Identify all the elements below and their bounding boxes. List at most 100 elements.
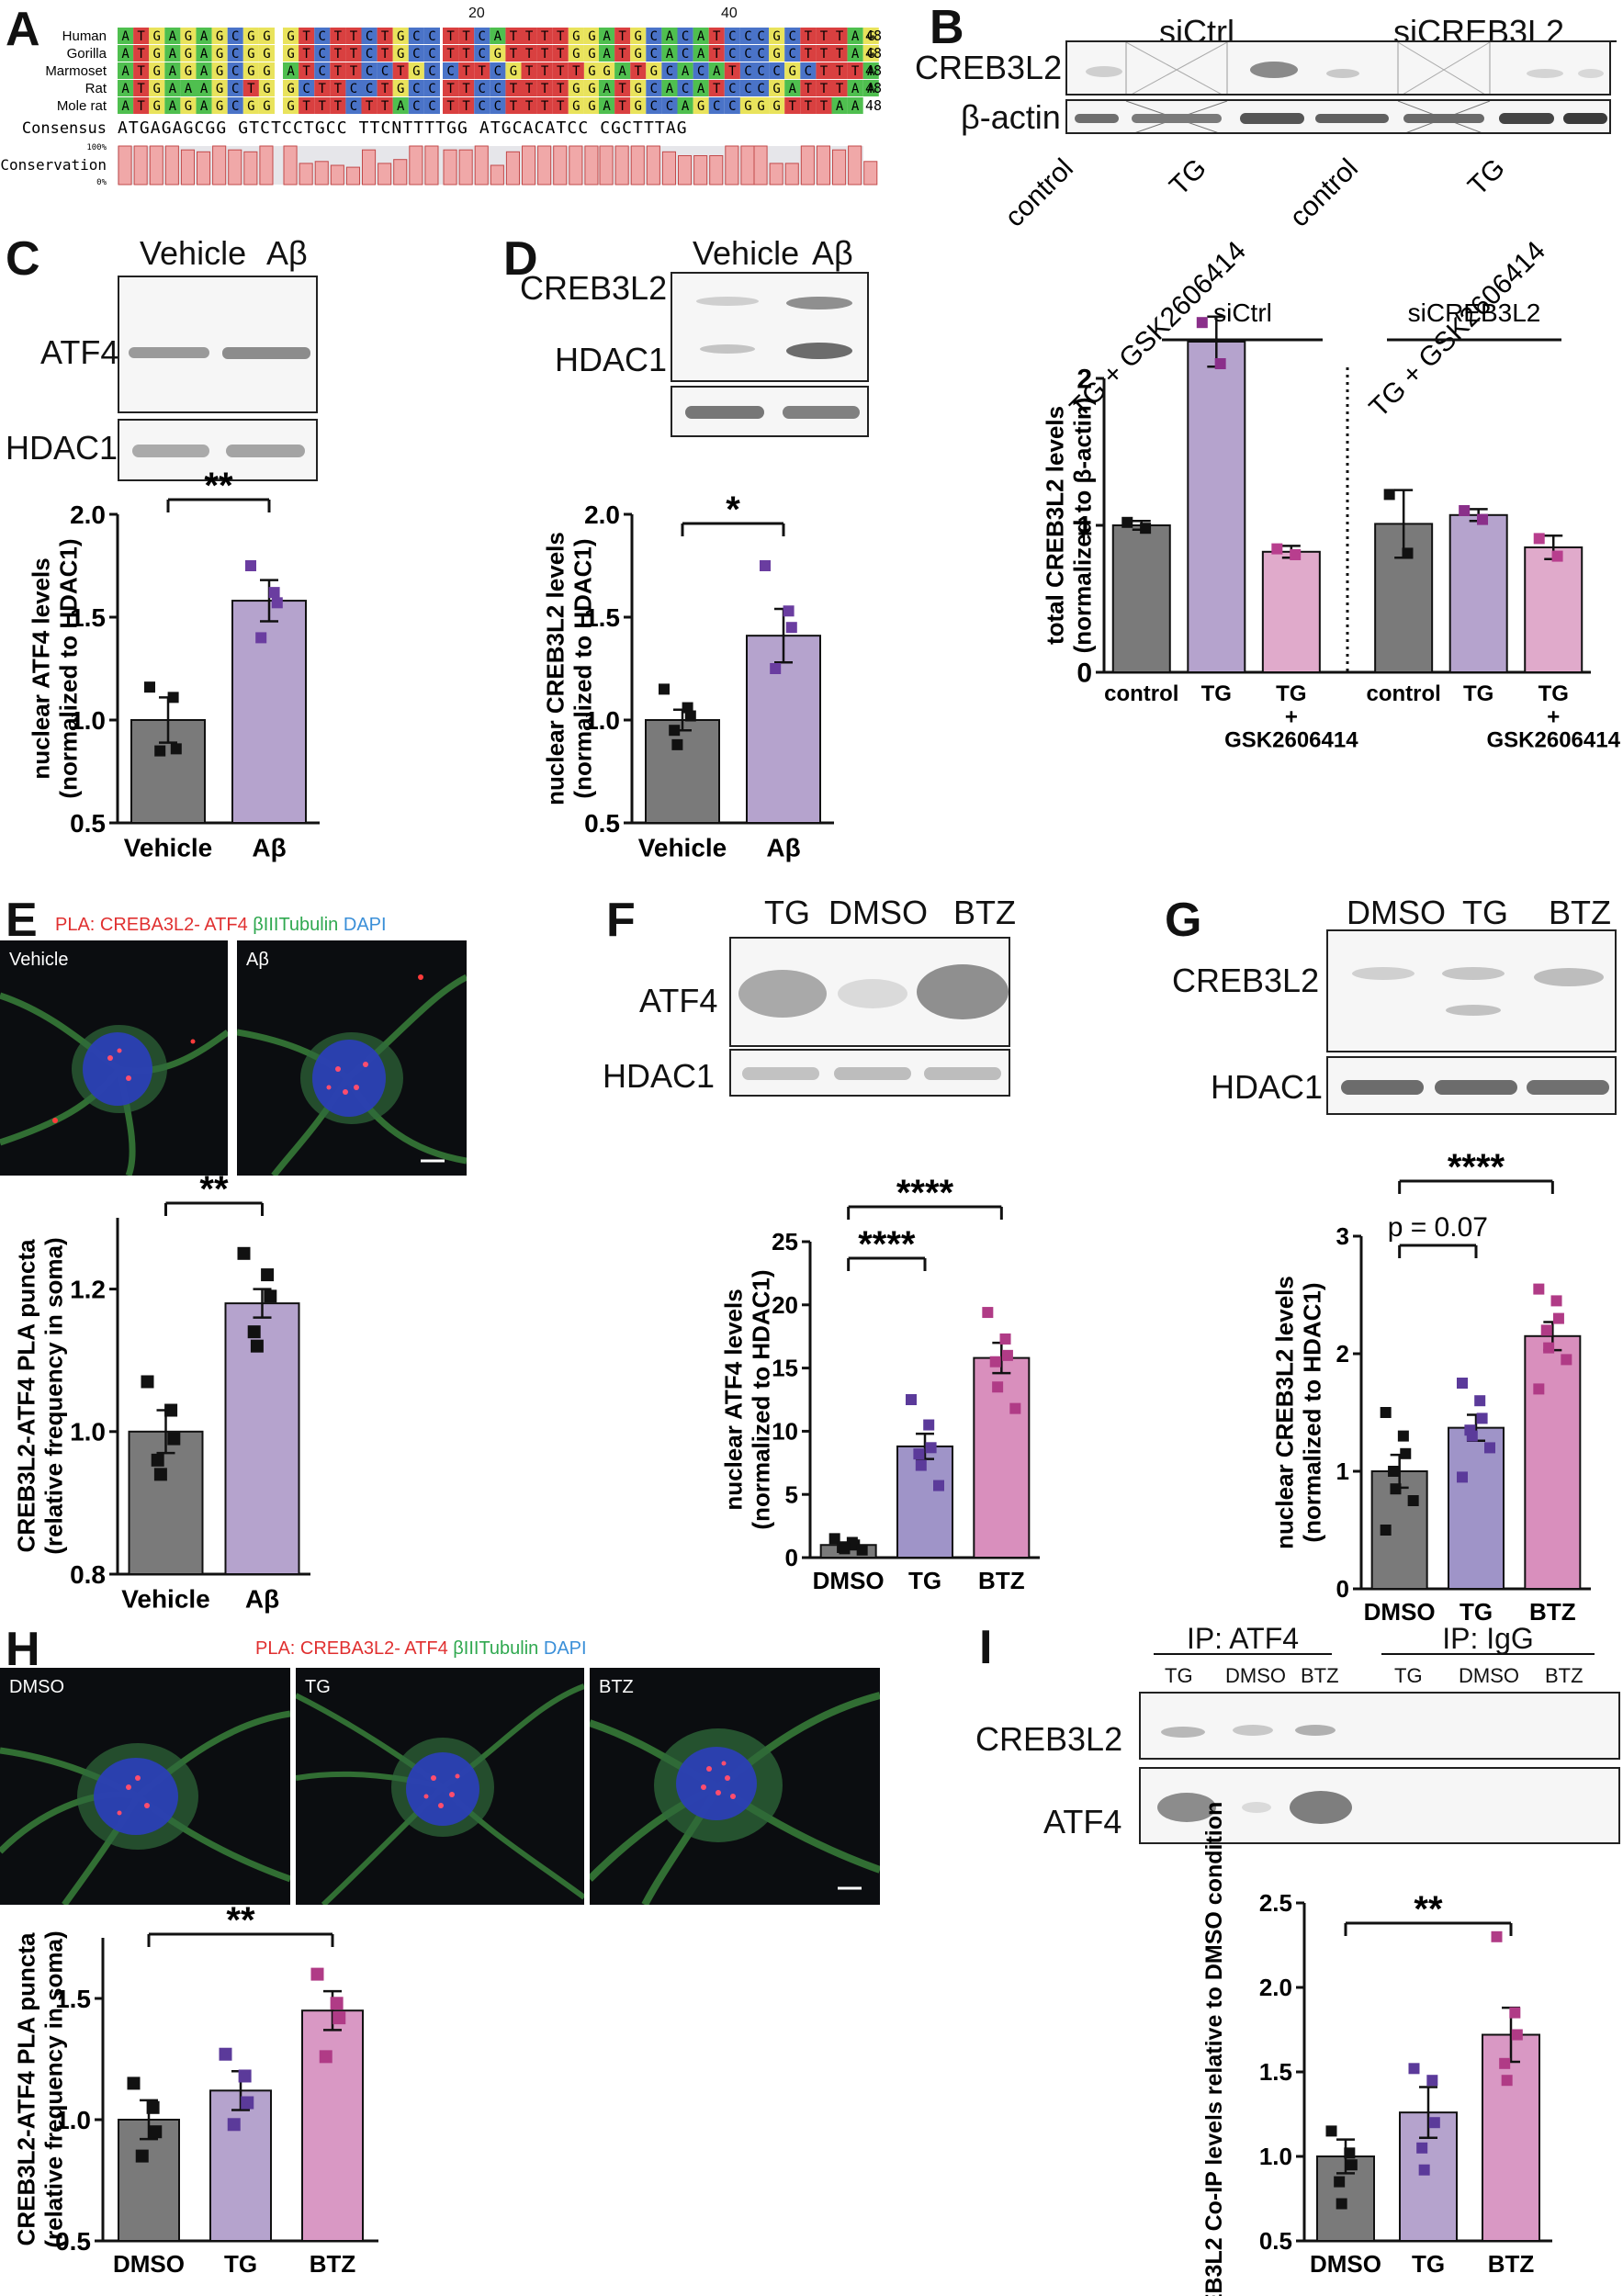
blot-row-label-creb3l2: CREB3L2	[1172, 962, 1320, 999]
nucleotide-letter: T	[381, 82, 389, 96]
nucleotide-cell	[521, 62, 537, 79]
nucleotide-cell	[753, 80, 770, 96]
nucleotide-cell	[258, 45, 275, 62]
lane-label-tg: TG	[764, 894, 810, 931]
nucleotide-cell	[242, 45, 259, 62]
nucleotide-cell	[630, 62, 647, 79]
data-point	[1334, 2176, 1346, 2188]
y-axis-label: nuclear CREB3L2 levels(normalized to HDA…	[541, 532, 596, 805]
nucleotide-letter: T	[137, 47, 145, 62]
nucleotide-cell	[345, 45, 362, 62]
data-point	[250, 1339, 264, 1353]
conservation-bar	[661, 151, 677, 186]
x-category-label: TG	[908, 1567, 941, 1594]
nucleotide-letter: G	[247, 64, 254, 79]
nucleotide-letter: G	[588, 47, 595, 62]
x-category-label: BTZ	[978, 1567, 1025, 1594]
nucleotide-letter: C	[412, 29, 420, 44]
nucleotide-cell	[646, 80, 662, 96]
nucleotide-cell	[521, 28, 537, 44]
nucleotide-cell	[474, 97, 490, 114]
nucleotide-letter: A	[618, 64, 626, 79]
nucleotide-cell	[392, 45, 409, 62]
nucleotide-cell	[345, 97, 362, 114]
micro-drawing	[237, 974, 467, 1176]
nucleotide-letter: T	[557, 99, 565, 114]
nucleotide-cell	[753, 45, 770, 62]
nucleotide-letter: T	[525, 82, 534, 96]
nucleotide-cell	[299, 97, 315, 114]
nucleotide-cell	[847, 28, 863, 44]
chart-g: nuclear CREB3L2 levels(normalized to HDA…	[1270, 1147, 1591, 1626]
data-point	[319, 2050, 332, 2064]
nucleotide-letter: G	[772, 99, 780, 114]
nucleotide-letter: G	[247, 47, 254, 62]
nucleotide-letter: T	[557, 64, 565, 79]
nucleotide-cell	[739, 80, 756, 96]
nucleotide-cell	[133, 62, 150, 79]
nucleotide-cell	[708, 80, 725, 96]
conservation-bar	[458, 149, 473, 186]
blot-row-label-hdac1: HDAC1	[603, 1057, 716, 1095]
species-name: Gorilla	[67, 46, 107, 62]
panel-label-g: G	[1165, 894, 1202, 947]
species-name: Human	[62, 28, 107, 44]
blot-lane-label: TG	[1462, 153, 1511, 202]
conservation-bar	[299, 163, 313, 186]
nucleotide-letter: T	[334, 82, 343, 96]
nucleotide-letter: G	[412, 64, 420, 79]
nucleotide-letter: G	[572, 29, 580, 44]
nucleotide-cell	[377, 45, 393, 62]
conservation-bar	[848, 145, 862, 186]
nucleotide-letter: T	[334, 29, 343, 44]
nucleotide-cell	[490, 97, 506, 114]
nucleotide-letter: C	[744, 64, 751, 79]
nucleotide-letter: A	[169, 47, 177, 62]
x-category-label-line: DMSO	[813, 1567, 885, 1594]
data-point	[330, 1997, 344, 2010]
blot-bands	[742, 1067, 1001, 1080]
nucleotide-letter: T	[541, 47, 549, 62]
nucleotide-cell	[196, 80, 212, 96]
conservation-pct-top: 100%	[86, 143, 107, 152]
data-point	[227, 2118, 241, 2132]
data-point	[1457, 1378, 1468, 1389]
data-point	[671, 738, 683, 750]
nucleotide-cell	[118, 62, 134, 79]
nucleotide-letter: C	[757, 47, 764, 62]
nucleotide-letter: A	[666, 47, 674, 62]
nucleotide-cell	[227, 97, 243, 114]
bar	[301, 2009, 364, 2242]
conservation-bar	[505, 151, 521, 186]
data-point	[785, 622, 797, 634]
nucleotide-letter: T	[805, 99, 813, 114]
nucleotide-letter: G	[572, 47, 580, 62]
nucleotide-letter: C	[757, 64, 764, 79]
nucleotide-letter: G	[287, 82, 294, 96]
conservation-bar	[133, 145, 148, 186]
nucleotide-cell	[392, 97, 409, 114]
nucleotide-cell	[784, 45, 801, 62]
nucleotide-cell	[693, 80, 709, 96]
nucleotide-cell	[693, 45, 709, 62]
nucleotide-cell	[283, 97, 299, 114]
nucleotide-letter: A	[836, 99, 844, 114]
nucleotide-cell	[299, 62, 315, 79]
nucleotide-cell	[536, 28, 553, 44]
data-point	[261, 1268, 275, 1282]
nucleotide-letter: T	[462, 64, 470, 79]
data-point	[1499, 2057, 1511, 2069]
nucleotide-letter: T	[319, 82, 327, 96]
x-category-label: DMSO	[113, 2250, 185, 2278]
lane-label-btz: BTZ	[953, 894, 1016, 931]
nucleotide-cell	[677, 28, 693, 44]
western-blot-creb3l2	[1326, 929, 1617, 1052]
lane-label-dmso: DMSO	[828, 894, 928, 931]
nucleotide-letter: A	[682, 99, 690, 114]
nucleotide-cell	[800, 97, 817, 114]
nucleotide-letter: A	[169, 64, 177, 79]
nucleotide-cell	[283, 62, 299, 79]
nucleotide-letter: G	[588, 29, 595, 44]
nucleotide-letter: C	[412, 82, 420, 96]
